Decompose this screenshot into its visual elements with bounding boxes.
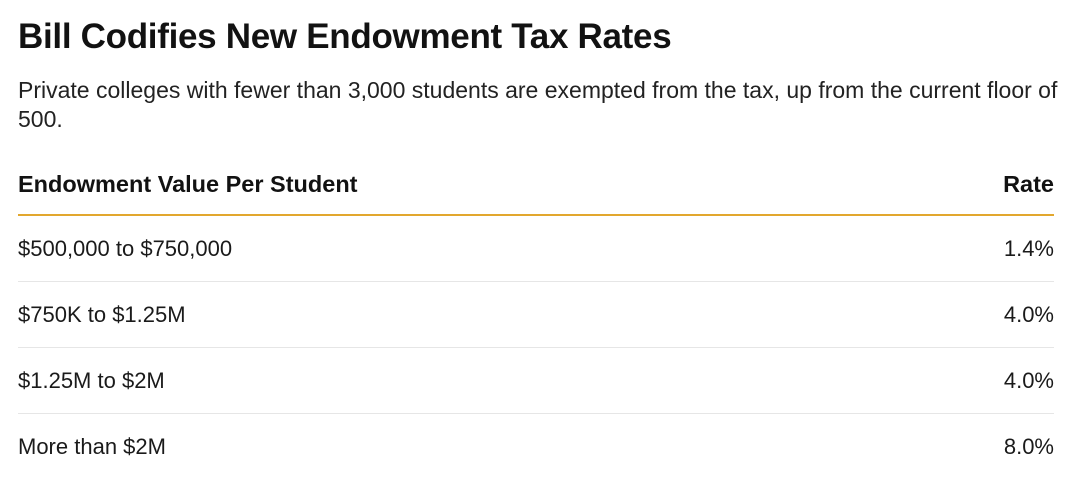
endowment-range-cell: $750K to $1.25M: [18, 281, 919, 348]
endowment-range-cell: $500,000 to $750,000: [18, 215, 919, 282]
rates-table: Endowment Value Per Student Rate $500,00…: [18, 168, 1054, 479]
table-row: $750K to $1.25M 4.0%: [18, 281, 1054, 348]
column-header-endowment-value: Endowment Value Per Student: [18, 168, 919, 216]
rate-cell: 4.0%: [918, 281, 1054, 348]
table-row: $1.25M to $2M 4.0%: [18, 347, 1054, 414]
chart-container: Bill Codifies New Endowment Tax Rates Pr…: [18, 14, 1057, 479]
table-row: More than $2M 8.0%: [18, 414, 1054, 480]
column-header-rate: Rate: [918, 168, 1054, 216]
table-row: $500,000 to $750,000 1.4%: [18, 215, 1054, 282]
table-header-row: Endowment Value Per Student Rate: [18, 168, 1054, 216]
rate-cell: 1.4%: [918, 215, 1054, 282]
rate-cell: 8.0%: [1003, 433, 1054, 459]
endowment-range-cell: More than $2M: [18, 433, 166, 459]
rate-cell: 4.0%: [918, 347, 1054, 414]
chart-subtitle: Private colleges with fewer than 3,000 s…: [18, 77, 1058, 132]
chart-title: Bill Codifies New Endowment Tax Rates: [18, 17, 672, 56]
endowment-range-cell: $1.25M to $2M: [18, 347, 919, 414]
